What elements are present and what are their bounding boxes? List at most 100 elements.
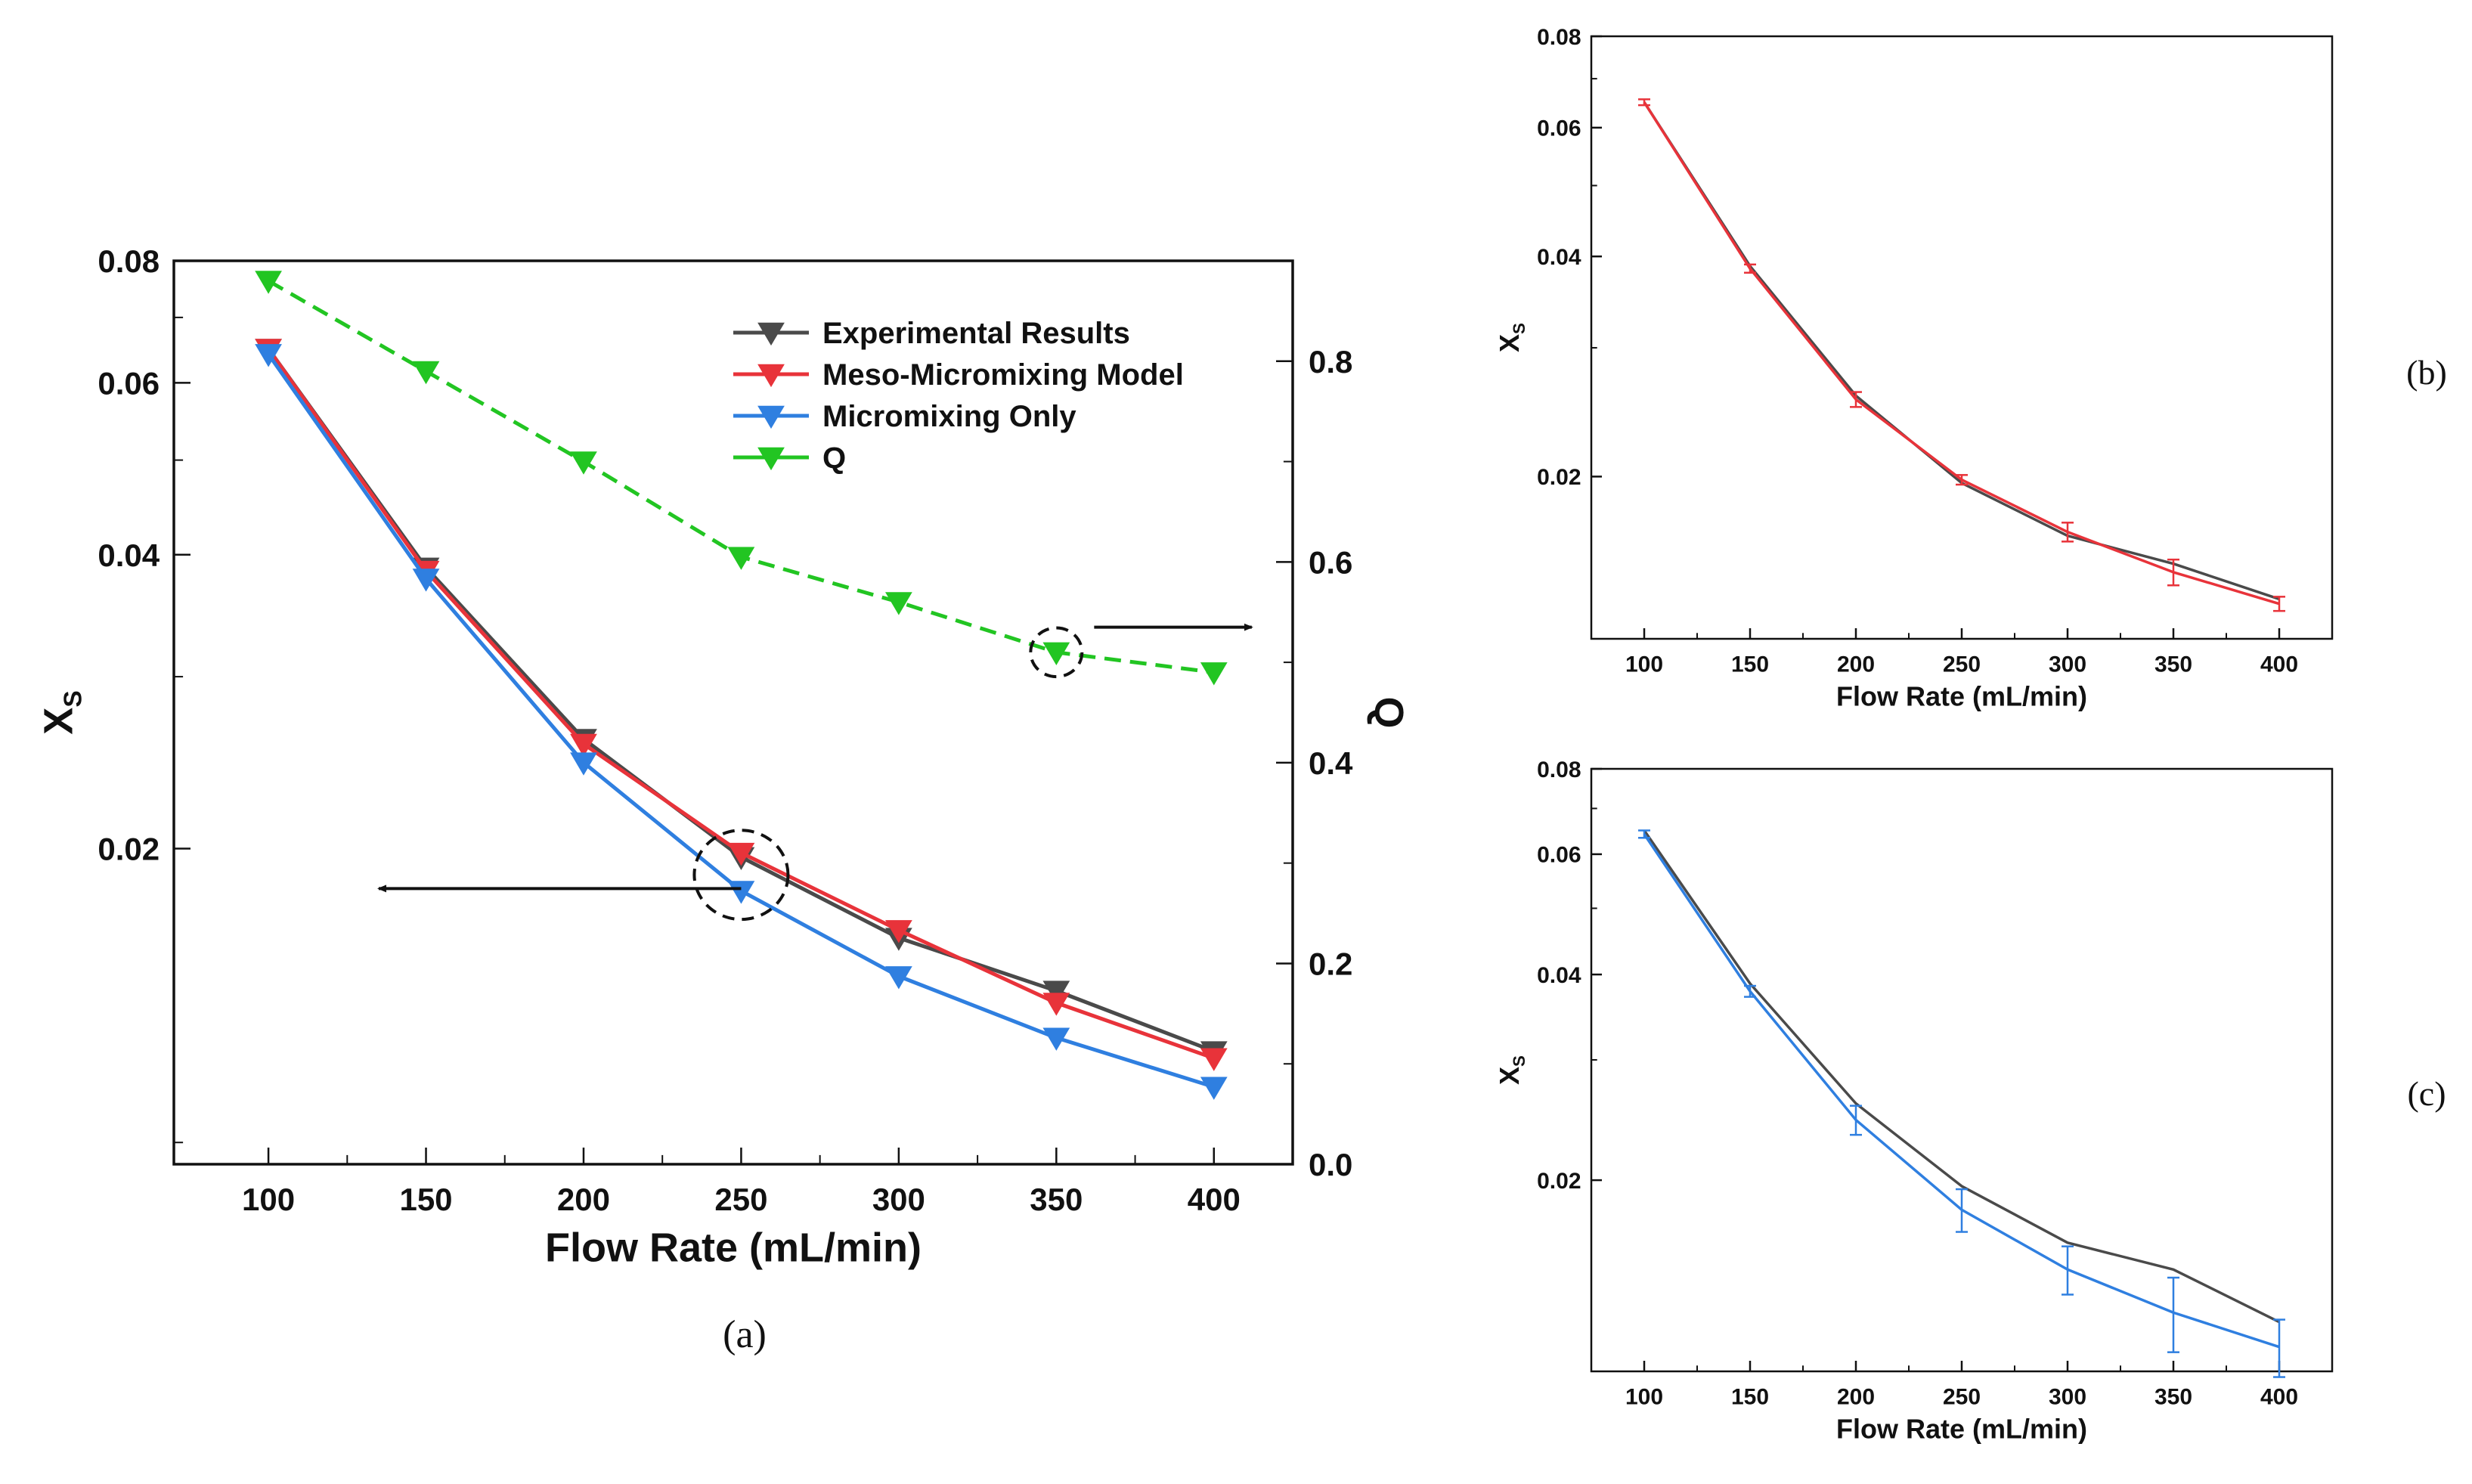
x-tick-label: 250 — [1943, 652, 1981, 677]
plot-frame — [172, 259, 1294, 1166]
legend: Experimental Results Meso-Micromixing Mod… — [733, 317, 1184, 475]
x-tick-label: 300 — [872, 1182, 925, 1217]
panel-b: 100 150 200 250 300 350 400 0.02 0.04 0.06 0.08 Flo… — [1494, 25, 2447, 712]
annotation-dashed-circle — [1029, 626, 1084, 679]
y-tick-label: 0.04 — [1537, 963, 1581, 988]
x-tick-label: 200 — [1837, 652, 1875, 677]
y-axis-title: XS — [1494, 1055, 1529, 1085]
y-tick-label: 0.08 — [1537, 25, 1581, 50]
series-meso-micromixing-model — [255, 339, 1228, 1071]
data-point — [727, 547, 755, 570]
x-tick-label: 100 — [1625, 1385, 1663, 1410]
data-point — [884, 592, 912, 615]
x-tick-label: 150 — [1731, 1385, 1769, 1410]
data-point — [412, 361, 440, 385]
data-point — [1200, 1048, 1228, 1071]
data-point — [412, 569, 440, 592]
y-tick-label: 0.02 — [98, 832, 160, 867]
data-point — [1042, 981, 1070, 1004]
x-tick-label: 200 — [1837, 1385, 1875, 1410]
series-q — [255, 271, 1228, 686]
legend-marker — [757, 447, 785, 471]
y-tick-label: 0.06 — [1537, 116, 1581, 141]
series-micromixing-only — [255, 344, 1228, 1100]
legend-label: Micromixing Only — [822, 400, 1076, 433]
y2-tick-label: 0.4 — [1309, 745, 1353, 781]
y-axis-title-subscript: S — [1510, 323, 1529, 334]
y2-tick-label: 0.2 — [1309, 946, 1352, 982]
y-axis-title: XS — [36, 690, 88, 734]
y-tick-label: 0.02 — [1537, 465, 1581, 490]
x-tick-label: 200 — [557, 1182, 610, 1217]
series-line — [267, 352, 1215, 1089]
series-group — [1638, 829, 2285, 1378]
y-tick-label: 0.08 — [1537, 757, 1581, 782]
data-point — [1042, 993, 1070, 1016]
series-line — [1643, 833, 2280, 1349]
x-tick-label: 250 — [714, 1182, 767, 1217]
y-tick-label: 0.06 — [1537, 843, 1581, 868]
data-point — [727, 881, 755, 904]
y2-axis-title: Q — [1366, 696, 1411, 728]
y-axis-title-subscript: S — [59, 690, 87, 707]
series-meso-micromixing-model — [1638, 98, 2285, 612]
y-tick-label: 0.06 — [98, 365, 160, 401]
data-point — [727, 842, 755, 866]
x-tick-label: 400 — [2260, 1385, 2298, 1410]
y-tick-label: 0.02 — [1537, 1169, 1581, 1194]
data-point — [884, 920, 912, 943]
x-tick-label: 100 — [1625, 652, 1663, 677]
x-tick-label: 150 — [399, 1182, 452, 1217]
y-tick-label: 0.04 — [98, 538, 160, 573]
series-micromixing-only — [1638, 829, 2285, 1378]
x-tick-label: 300 — [2049, 1385, 2086, 1410]
x-tick-label: 100 — [242, 1182, 295, 1217]
y-axis-title-main: X — [1494, 1067, 1525, 1085]
y-axis-title-main: X — [1494, 334, 1525, 352]
data-point — [570, 752, 597, 776]
data-point — [884, 966, 912, 990]
series-experimental-results — [255, 339, 1228, 1064]
series-line — [267, 348, 1215, 1061]
x-tick-label: 150 — [1731, 652, 1769, 677]
data-point — [570, 733, 597, 757]
legend-marker — [757, 405, 785, 429]
panel-label: (c) — [2407, 1074, 2446, 1113]
y2-tick-label: 0.0 — [1309, 1147, 1352, 1182]
panel-c: 100 150 200 250 300 350 400 0.02 0.04 0.06 0.08 Flo… — [1494, 757, 2446, 1445]
panel-a: 100 150 200 250 300 350 400 0.02 0.04 0.06 0.08 0.0… — [36, 243, 1412, 1356]
data-point — [1200, 1077, 1228, 1100]
x-tick-label: 350 — [1030, 1182, 1083, 1217]
legend-label: Meso-Micromixing Model — [822, 358, 1184, 392]
data-point — [1200, 662, 1228, 686]
series-experimental-results — [1643, 101, 2280, 601]
y2-tick-label: 0.8 — [1309, 344, 1352, 380]
y-axis-title-main: X — [36, 708, 82, 735]
series-group — [255, 271, 1228, 1100]
y-tick-label: 0.08 — [98, 243, 160, 279]
x-axis-title: Flow Rate (mL/min) — [1836, 681, 2087, 712]
x-tick-label: 350 — [2154, 652, 2192, 677]
y2-tick-label: 0.6 — [1309, 544, 1352, 580]
panel-label: (a) — [723, 1313, 767, 1356]
data-point — [255, 344, 282, 367]
data-point — [1042, 1027, 1070, 1051]
x-axis-title: Flow Rate (mL/min) — [545, 1225, 922, 1270]
series-line — [1643, 101, 2280, 606]
x-tick-label: 350 — [2154, 1385, 2192, 1410]
x-tick-label: 300 — [2049, 652, 2086, 677]
legend-marker — [757, 364, 785, 388]
series-line — [1643, 101, 2280, 601]
x-axis-title: Flow Rate (mL/min) — [1836, 1414, 2087, 1445]
series-experimental-results — [1643, 829, 2280, 1324]
legend-label: Q — [822, 441, 846, 475]
y-axis-title-subscript: S — [1510, 1055, 1529, 1067]
y-tick-label: 0.04 — [1537, 245, 1581, 270]
y-axis-title: XS — [1494, 323, 1529, 352]
x-tick-label: 400 — [2260, 652, 2298, 677]
x-tick-label: 250 — [1943, 1385, 1981, 1410]
data-point — [1042, 642, 1070, 665]
data-point — [570, 451, 597, 475]
x-tick-label: 400 — [1188, 1182, 1241, 1217]
